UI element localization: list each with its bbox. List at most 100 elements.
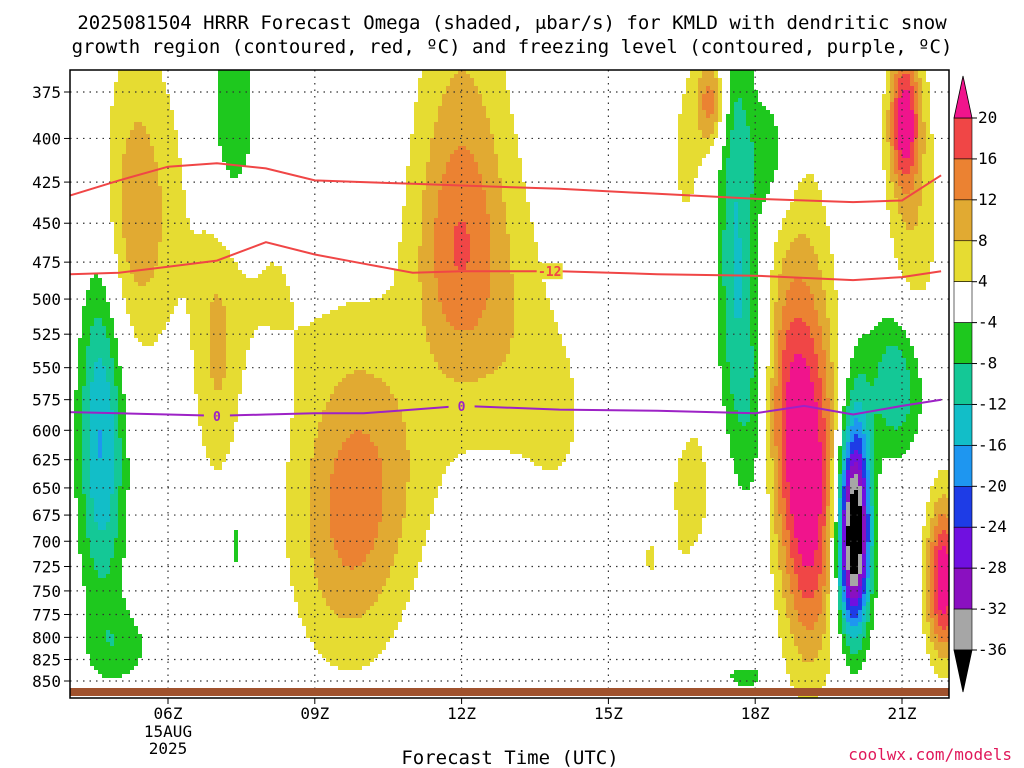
shading-cell — [146, 294, 150, 298]
shading-cell — [886, 70, 890, 74]
shading-cell — [734, 130, 738, 134]
shading-cell — [454, 134, 458, 138]
shading-cell — [738, 158, 742, 162]
shading-cell — [450, 274, 454, 278]
shading-cell — [490, 194, 494, 198]
shading-cell — [114, 226, 118, 230]
shading-cell — [910, 182, 914, 186]
shading-cell — [406, 170, 410, 174]
shading-cell — [154, 242, 158, 246]
shading-cell — [530, 262, 534, 266]
shading-cell — [746, 294, 750, 298]
shading-cell — [490, 222, 494, 226]
shading-cell — [926, 114, 930, 118]
shading-cell — [470, 238, 474, 242]
shading-cell — [246, 74, 250, 78]
shading-cell — [494, 158, 498, 162]
shading-cell — [902, 186, 906, 190]
shading-cell — [150, 206, 154, 210]
shading-cell — [726, 170, 730, 174]
shading-cell — [446, 254, 450, 258]
shading-cell — [738, 190, 742, 194]
shading-cell — [818, 218, 822, 222]
shading-cell — [114, 126, 118, 130]
shading-cell — [206, 270, 210, 274]
shading-cell — [730, 98, 734, 102]
shading-cell — [442, 118, 446, 122]
shading-cell — [426, 238, 430, 242]
shading-cell — [522, 274, 526, 278]
shading-cell — [738, 118, 742, 122]
shading-cell — [418, 230, 422, 234]
shading-cell — [502, 130, 506, 134]
shading-cell — [922, 218, 926, 222]
shading-cell — [434, 94, 438, 98]
shading-cell — [158, 250, 162, 254]
shading-cell — [750, 90, 754, 94]
shading-cell — [430, 222, 434, 226]
shading-cell — [406, 206, 410, 210]
shading-cell — [802, 214, 806, 218]
shading-cell — [454, 126, 458, 130]
shading-cell — [478, 210, 482, 214]
shading-cell — [742, 110, 746, 114]
shading-cell — [462, 250, 466, 254]
shading-cell — [450, 230, 454, 234]
shading-cell — [786, 230, 790, 234]
shading-cell — [770, 286, 774, 290]
shading-cell — [722, 186, 726, 190]
shading-cell — [786, 274, 790, 278]
shading-cell — [482, 158, 486, 162]
shading-cell — [494, 94, 498, 98]
shading-cell — [902, 146, 906, 150]
shading-cell — [466, 94, 470, 98]
shading-cell — [762, 142, 766, 146]
shading-cell — [482, 82, 486, 86]
shading-cell — [146, 286, 150, 290]
shading-cell — [130, 190, 134, 194]
shading-cell — [122, 166, 126, 170]
shading-cell — [758, 130, 762, 134]
shading-cell — [446, 266, 450, 270]
shading-cell — [818, 286, 822, 290]
shading-cell — [454, 150, 458, 154]
shading-cell — [758, 146, 762, 150]
shading-cell — [98, 282, 102, 286]
shading-cell — [430, 258, 434, 262]
shading-cell — [930, 210, 934, 214]
shading-cell — [230, 146, 234, 150]
shading-cell — [138, 98, 142, 102]
shading-cell — [450, 178, 454, 182]
shading-cell — [710, 74, 714, 78]
shading-cell — [430, 170, 434, 174]
shading-cell — [150, 238, 154, 242]
shading-cell — [786, 286, 790, 290]
shading-cell — [410, 274, 414, 278]
shading-cell — [454, 210, 458, 214]
shading-cell — [922, 186, 926, 190]
shading-cell — [450, 210, 454, 214]
shading-cell — [730, 266, 734, 270]
shading-cell — [746, 202, 750, 206]
shading-cell — [178, 226, 182, 230]
shading-cell — [170, 114, 174, 118]
shading-cell — [742, 290, 746, 294]
shading-cell — [414, 178, 418, 182]
shading-cell — [450, 146, 454, 150]
shading-cell — [474, 222, 478, 226]
shading-cell — [134, 122, 138, 126]
shading-cell — [902, 150, 906, 154]
shading-cell — [230, 118, 234, 122]
shading-cell — [750, 238, 754, 242]
shading-cell — [458, 210, 462, 214]
shading-cell — [794, 266, 798, 270]
shading-cell — [502, 194, 506, 198]
shading-cell — [530, 294, 534, 298]
shading-cell — [170, 226, 174, 230]
shading-cell — [734, 278, 738, 282]
shading-cell — [454, 194, 458, 198]
shading-cell — [894, 138, 898, 142]
shading-cell — [762, 194, 766, 198]
shading-cell — [926, 254, 930, 258]
shading-cell — [698, 142, 702, 146]
